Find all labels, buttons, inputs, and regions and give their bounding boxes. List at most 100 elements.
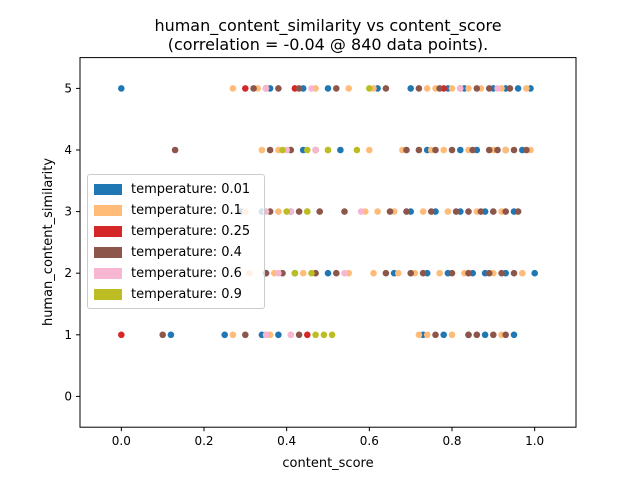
legend-item: temperature: 0.25: [94, 223, 250, 239]
data-point: [415, 85, 423, 92]
data-point: [366, 146, 373, 154]
data-point: [333, 269, 340, 277]
data-point: [465, 269, 472, 277]
x-tick-label: 1.0: [525, 434, 544, 448]
data-point: [428, 208, 435, 215]
data-point: [452, 208, 460, 215]
data-point: [304, 146, 311, 154]
data-point: [403, 146, 410, 154]
data-point: [473, 331, 481, 339]
data-point: [444, 208, 452, 215]
y-tick-label: 5: [64, 81, 72, 95]
data-point: [510, 269, 518, 277]
data-point: [118, 331, 125, 339]
data-point: [465, 85, 472, 92]
x-tick-label: 0.2: [194, 434, 213, 448]
data-point: [423, 331, 431, 339]
data-point: [275, 331, 282, 339]
data-point: [291, 269, 299, 277]
data-point: [258, 146, 266, 154]
data-point: [283, 208, 291, 215]
data-point: [316, 208, 324, 215]
data-point: [353, 146, 361, 154]
data-point: [304, 208, 311, 215]
data-point: [262, 85, 270, 92]
data-point: [403, 208, 410, 215]
data-point: [531, 269, 538, 277]
data-point: [341, 208, 348, 215]
data-point: [386, 208, 394, 215]
data-point: [341, 269, 348, 277]
x-axis: 0.0 0.2 0.4 0.6 0.8 1.0: [112, 427, 544, 448]
chart-title: human_content_similarity vs content_scor…: [154, 16, 501, 36]
data-point: [485, 85, 493, 92]
data-point: [519, 269, 526, 277]
data-point: [266, 146, 274, 154]
data-point: [481, 331, 489, 339]
data-point: [485, 269, 493, 277]
data-point: [457, 85, 464, 92]
data-point: [312, 146, 319, 154]
legend-label: temperature: 0.01: [131, 181, 251, 197]
legend-swatch: [94, 204, 122, 216]
data-point: [494, 85, 501, 92]
legend-swatch: [94, 246, 122, 258]
data-point: [457, 146, 464, 154]
data-point: [262, 331, 270, 339]
data-point: [366, 85, 373, 92]
data-point: [308, 85, 315, 92]
data-point: [279, 146, 286, 154]
data-point: [494, 146, 501, 154]
data-point: [324, 85, 332, 92]
x-axis-label: content_score: [282, 456, 373, 471]
data-point: [328, 331, 336, 339]
data-point: [502, 331, 510, 339]
legend: temperature: 0.01 temperature: 0.1 tempe…: [87, 174, 265, 309]
x-tick-label: 0.8: [442, 434, 461, 448]
legend-label: temperature: 0.1: [131, 202, 242, 218]
legend-swatch: [94, 267, 122, 279]
legend-label: temperature: 0.9: [131, 286, 242, 302]
data-point: [118, 85, 125, 92]
data-point: [382, 85, 390, 92]
legend-item: temperature: 0.4: [94, 244, 242, 260]
data-point: [312, 331, 319, 339]
legend-item: temperature: 0.9: [94, 286, 242, 302]
data-point: [440, 331, 448, 339]
data-point: [221, 331, 228, 339]
data-point: [419, 208, 427, 215]
data-point: [502, 208, 510, 215]
data-point: [514, 85, 522, 92]
data-point: [523, 85, 530, 92]
data-point: [448, 146, 456, 154]
plot-frame: [79, 57, 577, 428]
data-point: [345, 85, 353, 92]
data-point: [419, 269, 427, 277]
data-point: [324, 146, 332, 154]
data-point: [448, 331, 456, 339]
data-point: [370, 269, 377, 277]
legend-label: temperature: 0.25: [131, 223, 251, 239]
data-point: [333, 85, 340, 92]
data-point: [465, 331, 472, 339]
data-point: [448, 85, 456, 92]
data-point: [432, 331, 439, 339]
data-point: [382, 269, 390, 277]
data-point: [395, 269, 402, 277]
data-point: [229, 85, 237, 92]
y-tick-label: 3: [64, 205, 72, 219]
data-point: [514, 208, 522, 215]
data-point: [357, 208, 365, 215]
data-point: [275, 85, 282, 92]
chart-subtitle: (correlation = -0.04 @ 840 data points).: [168, 35, 488, 54]
data-point: [510, 146, 518, 154]
data-point: [295, 331, 303, 339]
x-tick-label: 0.4: [277, 434, 296, 448]
data-point: [407, 269, 415, 277]
data-point: [440, 146, 448, 154]
data-point: [229, 331, 237, 339]
data-point: [374, 208, 381, 215]
data-point: [250, 85, 257, 92]
data-point: [523, 146, 530, 154]
data-point: [320, 331, 328, 339]
